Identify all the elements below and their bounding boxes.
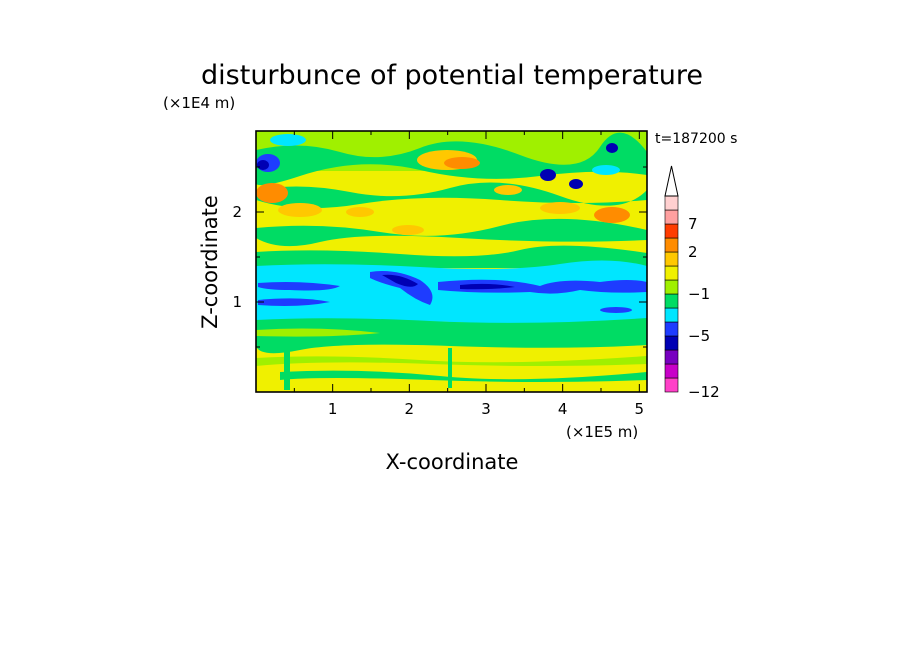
y-tick-label: 2: [232, 203, 242, 221]
tick-labels: 1 2 3 4 5 1 2: [232, 203, 644, 418]
y-unit-label: (×1E4 m): [163, 94, 235, 112]
colorbar-segment: [664, 363, 679, 379]
colorbar-segment: [664, 335, 679, 351]
colorbar-overflow-arrow: [664, 165, 679, 197]
x-unit-label: (×1E5 m): [566, 423, 638, 441]
colorbar-segment: [664, 293, 679, 309]
colorbar-segment: [664, 237, 679, 253]
x-tick-label: 4: [558, 400, 568, 418]
colorbar-segment: [664, 223, 679, 239]
time-label: t=187200 s: [655, 131, 737, 147]
colorbar: [664, 165, 679, 393]
x-axis-label: X-coordinate: [386, 450, 519, 474]
colorbar-segment: [664, 195, 679, 211]
x-tick-label: 1: [328, 400, 338, 418]
colorbar-segment: [664, 251, 679, 267]
colorbar-label: −12: [688, 383, 720, 401]
tick-marks: [256, 131, 647, 392]
colorbar-segment: [664, 307, 679, 323]
chart-title: disturbunce of potential temperature: [201, 60, 703, 91]
x-tick-label: 3: [481, 400, 491, 418]
colorbar-segment: [664, 279, 679, 295]
colorbar-label: 2: [688, 243, 698, 261]
contour-field: [256, 131, 647, 392]
plot-frame: [255, 130, 648, 393]
colorbar-labels: 7 2 −1 −5 −12: [688, 215, 720, 401]
y-tick-label: 1: [232, 293, 242, 311]
colorbar-label: −5: [688, 327, 710, 345]
colorbar-segment: [664, 349, 679, 365]
x-tick-label: 2: [405, 400, 415, 418]
colorbar-segment: [664, 377, 679, 393]
colorbar-segment: [664, 209, 679, 225]
colorbar-label: 7: [688, 215, 698, 233]
y-axis-label: Z-coordinate: [198, 195, 222, 329]
colorbar-segment: [664, 265, 679, 281]
x-tick-label: 5: [635, 400, 645, 418]
colorbar-label: −1: [688, 285, 710, 303]
colorbar-segment: [664, 321, 679, 337]
